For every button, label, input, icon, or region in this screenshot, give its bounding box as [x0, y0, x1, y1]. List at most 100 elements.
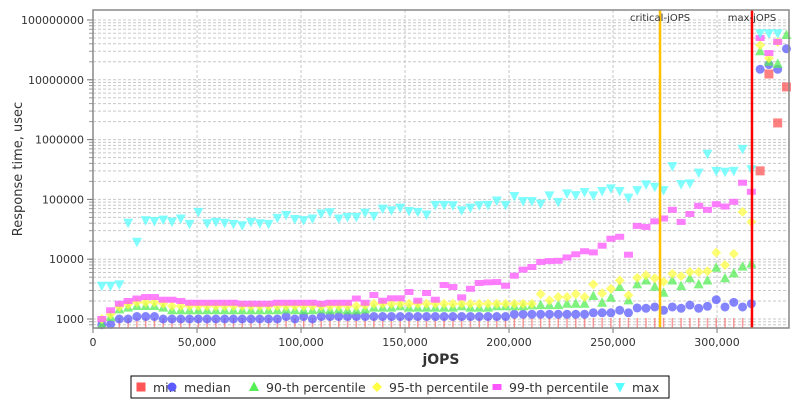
data-point: [219, 218, 230, 229]
data-point: [501, 312, 511, 322]
data-point: [518, 309, 528, 319]
data-point: [281, 210, 292, 221]
data-point: [755, 45, 766, 56]
data-point: [96, 319, 107, 329]
data-point: [290, 314, 300, 324]
data-point: [711, 295, 721, 305]
data-point: [448, 312, 458, 322]
data-point: [211, 314, 221, 324]
data-point: [737, 144, 748, 155]
data-point: [623, 290, 634, 301]
data-point: [553, 197, 564, 208]
data-point: [588, 290, 599, 301]
data-point: [141, 312, 151, 322]
data-point: [272, 213, 283, 224]
legend-label: median: [184, 380, 231, 395]
series-median: [97, 44, 791, 330]
data-point: [448, 283, 458, 290]
data-point: [351, 212, 362, 223]
data-point: [140, 216, 151, 226]
data-point: [158, 296, 168, 303]
data-point: [693, 267, 704, 278]
data-point: [588, 191, 599, 201]
data-point: [737, 261, 748, 271]
plot-frame: [92, 9, 790, 329]
data-point: [281, 312, 291, 322]
data-point: [105, 281, 116, 292]
data-point: [623, 308, 633, 318]
data-point: [632, 303, 642, 313]
data-point: [650, 218, 660, 225]
data-point: [614, 187, 625, 197]
legend-marker-rect: [492, 384, 502, 390]
data-point: [632, 272, 643, 283]
data-point: [729, 297, 739, 307]
data-point: [184, 219, 195, 230]
data-point: [343, 299, 353, 306]
data-point: [378, 312, 388, 322]
x-tick-label: 200,000: [486, 336, 532, 349]
data-point: [474, 312, 484, 322]
data-point: [255, 314, 265, 324]
data-point: [684, 267, 695, 278]
data-point: [299, 312, 309, 322]
data-point: [131, 237, 142, 248]
data-point: [237, 300, 247, 307]
data-point: [518, 266, 528, 273]
y-tick-label: 1000: [56, 313, 84, 326]
data-point: [457, 294, 467, 301]
data-point: [623, 193, 634, 204]
data-point: [684, 272, 695, 283]
data-point: [728, 166, 739, 177]
data-point: [632, 186, 643, 196]
data-point: [211, 299, 221, 306]
data-point: [149, 216, 160, 227]
data-point: [167, 217, 178, 228]
data-point: [167, 300, 178, 311]
data-point: [412, 207, 423, 218]
data-point: [413, 312, 423, 322]
data-point: [650, 302, 660, 312]
data-point: [772, 58, 783, 68]
data-point: [553, 309, 563, 319]
data-point: [526, 298, 537, 309]
data-point: [158, 215, 169, 226]
data-point: [325, 208, 336, 218]
data-point: [500, 200, 511, 211]
data-point: [694, 303, 704, 313]
data-point: [114, 280, 125, 290]
data-point: [562, 298, 573, 308]
data-point: [580, 248, 590, 255]
data-point: [553, 257, 563, 264]
data-point: [702, 266, 713, 277]
y-tick-label: 10000000: [28, 74, 84, 87]
data-point: [667, 302, 677, 312]
data-point: [492, 312, 502, 322]
data-point: [132, 295, 142, 302]
data-point: [632, 278, 643, 289]
data-point: [439, 200, 450, 211]
data-point: [386, 295, 396, 302]
data-points: [96, 29, 792, 330]
data-point: [404, 206, 415, 217]
data-point: [422, 312, 432, 322]
data-point: [439, 298, 450, 309]
data-point: [684, 179, 695, 189]
series-max: [96, 29, 783, 292]
data-point: [615, 305, 625, 315]
data-point: [228, 299, 238, 306]
data-point: [456, 298, 467, 309]
data-point: [316, 312, 326, 322]
data-point: [360, 312, 370, 322]
data-point: [544, 191, 555, 201]
data-point: [667, 206, 677, 213]
x-tick-label: 100,000: [278, 336, 324, 349]
data-point: [404, 312, 414, 322]
data-point: [176, 314, 186, 324]
data-point: [579, 298, 590, 308]
data-point: [527, 309, 537, 319]
data-point: [755, 29, 766, 39]
series-99-th-percentile: [97, 35, 783, 322]
data-point: [106, 319, 116, 329]
